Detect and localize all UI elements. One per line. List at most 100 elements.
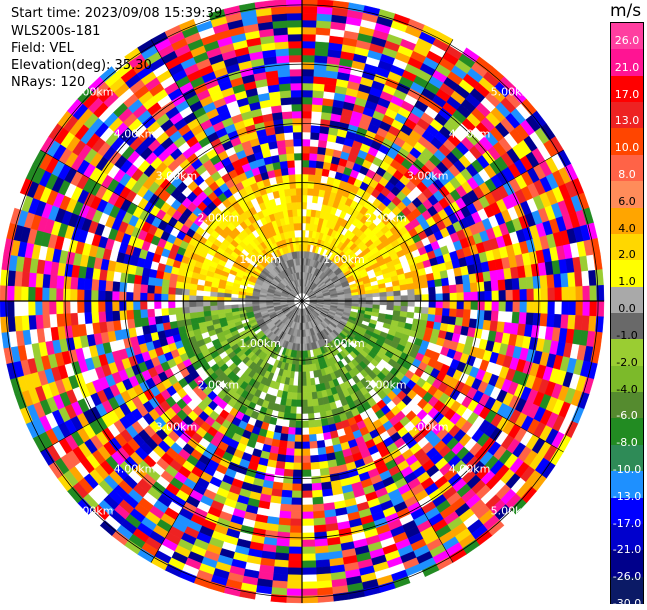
velocity-bin <box>277 69 291 78</box>
velocity-bin <box>295 406 303 415</box>
velocity-bin <box>589 285 598 302</box>
velocity-bin <box>301 385 308 394</box>
velocity-bin <box>315 160 325 169</box>
velocity-bin <box>301 5 318 14</box>
velocity-bin <box>49 313 58 328</box>
velocity-bin <box>547 287 556 302</box>
velocity-bin <box>195 289 204 297</box>
velocity-bin <box>216 304 225 311</box>
velocity-bin <box>27 286 36 302</box>
velocity-bin <box>270 587 288 596</box>
velocity-bin <box>414 306 423 314</box>
velocity-bin <box>456 292 465 302</box>
velocity-bin <box>195 300 204 307</box>
velocity-bin <box>274 41 290 50</box>
velocity-bin <box>280 426 289 435</box>
velocity-bin <box>188 306 197 314</box>
velocity-bin <box>291 497 303 506</box>
velocity-bin <box>305 371 311 380</box>
velocity-bin <box>291 490 303 499</box>
velocity-bin <box>301 215 307 224</box>
velocity-bin <box>132 283 142 293</box>
velocity-bin <box>468 273 478 284</box>
velocity-bin <box>288 173 296 182</box>
velocity-bin <box>315 566 331 575</box>
velocity-bin <box>274 467 285 477</box>
velocity-bin <box>406 283 415 291</box>
velocity-bin <box>287 574 303 583</box>
velocity-bin <box>463 300 472 311</box>
velocity-bin <box>301 208 308 217</box>
velocity-bin <box>497 279 506 291</box>
velocity-bin <box>41 287 50 302</box>
velocity-bin <box>294 427 303 436</box>
velocity-bin <box>312 83 326 92</box>
velocity-bin <box>13 300 22 317</box>
velocity-bin <box>161 314 170 324</box>
velocity-bin <box>490 280 499 292</box>
velocity-bin <box>289 525 303 534</box>
velocity-bin <box>309 138 320 148</box>
velocity-bin <box>98 279 107 291</box>
velocity-bin <box>540 300 549 315</box>
velocity-bin <box>568 300 577 316</box>
velocity-bin <box>301 378 307 387</box>
velocity-bin <box>320 418 329 427</box>
velocity-bin <box>301 406 309 415</box>
velocity-bin <box>282 118 294 127</box>
velocity-bin <box>281 489 293 498</box>
velocity-bin <box>274 125 285 135</box>
velocity-bin <box>311 482 323 491</box>
velocity-bin <box>469 309 479 320</box>
velocity-bin <box>317 139 328 149</box>
velocity-bin <box>153 285 163 294</box>
velocity-bin <box>281 174 290 183</box>
velocity-bin <box>308 427 317 436</box>
velocity-bin <box>312 503 325 512</box>
velocity-bin <box>301 413 309 422</box>
velocity-bin <box>301 518 315 527</box>
velocity-bin <box>188 294 197 302</box>
velocity-bin <box>285 447 295 457</box>
velocity-bin <box>308 434 317 443</box>
velocity-bin <box>315 34 331 43</box>
velocity-bin <box>283 468 294 478</box>
velocity-bin <box>301 201 308 210</box>
velocity-bin <box>519 300 528 314</box>
velocity-bin <box>112 310 121 322</box>
velocity-bin <box>526 300 535 314</box>
velocity-bin <box>468 318 478 329</box>
velocity-bin <box>318 132 329 142</box>
velocity-bin <box>69 300 78 314</box>
velocity-bin <box>461 274 471 285</box>
velocity-bin <box>295 413 303 422</box>
velocity-bin <box>188 288 197 296</box>
velocity-bin <box>133 317 143 328</box>
velocity-bin <box>223 296 232 302</box>
velocity-bin <box>146 292 155 302</box>
velocity-bin <box>147 276 157 286</box>
velocity-bin <box>317 446 327 456</box>
velocity-bin <box>319 467 330 477</box>
velocity-bin <box>140 275 150 286</box>
velocity-bin <box>275 48 290 57</box>
velocity-bin <box>575 300 584 316</box>
velocity-bin <box>284 131 294 141</box>
velocity-bin <box>289 532 303 541</box>
velocity-bin <box>588 315 597 333</box>
velocity-bin <box>313 412 322 421</box>
velocity-bin <box>393 290 402 297</box>
velocity-bin <box>301 152 310 161</box>
velocity-bin <box>454 275 464 286</box>
velocity-bin <box>153 293 162 302</box>
velocity-bin <box>435 286 444 295</box>
velocity-bin <box>386 300 395 307</box>
velocity-bin <box>132 300 141 311</box>
velocity-bin <box>301 82 314 91</box>
velocity-bin <box>498 290 507 302</box>
velocity-bin <box>292 462 303 471</box>
velocity-bin <box>202 305 211 312</box>
velocity-bin <box>289 187 297 196</box>
velocity-bin <box>575 286 584 302</box>
velocity-bin <box>277 146 287 156</box>
